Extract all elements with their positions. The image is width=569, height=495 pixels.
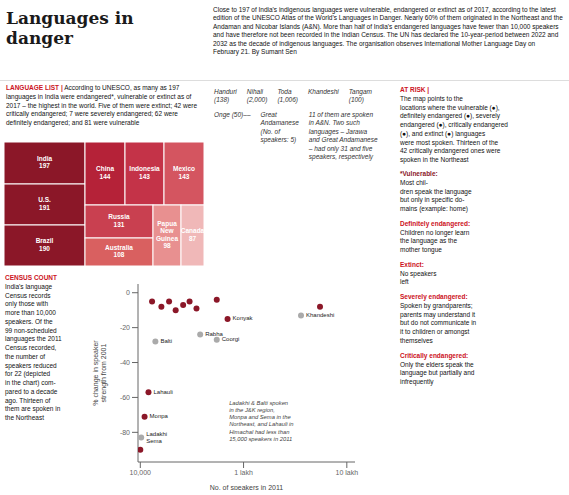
svg-text:Canada87: Canada87: [181, 227, 204, 242]
html-text:Khandeshi: Khandeshi: [308, 88, 339, 95]
svg-text:PapuaNewGuinea98: PapuaNewGuinea98: [156, 220, 178, 250]
html-text:Languages in danger: Languages in danger: [6, 8, 134, 49]
svg-text:Khandeshi: Khandeshi: [306, 312, 334, 318]
svg-text:% change in speakerstrength fr: % change in speakerstrength from 2001: [92, 340, 108, 406]
html-text:India's language Census record: India's language Census records only tho…: [5, 282, 62, 422]
svg-text:-60: -60: [120, 394, 130, 401]
svg-text:No. of speakers in 2011: No. of speakers in 2011: [210, 484, 284, 490]
svg-text:India197: India197: [37, 155, 53, 170]
svg-text:U.S.191: U.S.191: [38, 196, 51, 211]
html-text:No speakers left: No speakers left: [400, 269, 437, 286]
svg-text:-20: -20: [120, 324, 130, 331]
html-text:Close to 197 of India's indige: Close to 197 of India's indigenous langu…: [213, 6, 563, 56]
html-text:Spoken by grandparents; parent: Spoken by grandparents; parents may unde…: [400, 302, 477, 344]
svg-text:-40: -40: [120, 359, 130, 366]
html-text:Ladakhi & Balti spoken in the: Ladakhi & Balti spoken in the J&K region…: [229, 399, 294, 442]
html-text:Definitely endangered:: Definitely endangered:: [400, 219, 471, 227]
svg-text:Coorgi: Coorgi: [222, 336, 240, 342]
svg-text:Balti: Balti: [160, 338, 172, 344]
svg-text:0: 0: [126, 289, 130, 296]
html-text:CENSUS COUNT: CENSUS COUNT: [5, 274, 57, 281]
html-text:Toda (1,006): Toda (1,006): [277, 88, 298, 104]
svg-text:Brazil190: Brazil190: [36, 237, 54, 252]
svg-text:Konyak: Konyak: [233, 315, 254, 321]
html-text:11 of them are spoken in A&N.: 11 of them are spoken in A&N. Two such l…: [308, 110, 378, 161]
svg-text:LadakhiSema: LadakhiSema: [146, 431, 167, 444]
html-text:The map points to the location: The map points to the locations where th…: [400, 94, 508, 164]
html-text:AT RISK |: AT RISK |: [400, 86, 430, 93]
svg-text:10 lakh: 10 lakh: [336, 469, 359, 476]
svg-text:1 lakh: 1 lakh: [234, 469, 253, 476]
html-text:Onge (50)––: Onge (50)––: [214, 110, 251, 118]
html-text:LANGUAGE LIST | According to U: LANGUAGE LIST | According to UNESCO, as …: [6, 84, 198, 127]
html-text:Extinct:: Extinct:: [400, 260, 424, 268]
html-text:Tangam (100): Tangam (100): [348, 88, 372, 104]
html-text:Handuri (138): Handuri (138): [214, 88, 237, 104]
svg-text:10,000: 10,000: [130, 469, 152, 476]
html-text:Children no longer learn the l: Children no longer learn the language as…: [400, 228, 470, 254]
svg-text:Rabha: Rabha: [205, 331, 223, 337]
svg-text:China144: China144: [96, 165, 114, 180]
html-text:*Vulnerable:: *Vulnerable:: [400, 170, 438, 177]
html-text:Nihali (2,000): Nihali (2,000): [246, 88, 268, 104]
svg-text:Indonesia143: Indonesia143: [129, 165, 160, 180]
html-text:Great Andamanese (No. of speak: Great Andamanese (No. of speakers: 5): [260, 110, 299, 144]
svg-text:Mexico143: Mexico143: [173, 165, 195, 180]
svg-text:-80: -80: [120, 429, 130, 436]
html-text:Severely endangered:: Severely endangered:: [400, 293, 468, 301]
html-text:Critically endangered:: Critically endangered:: [400, 351, 469, 359]
svg-text:Lahauli: Lahauli: [153, 389, 172, 395]
html-text:Only the elders speak the lang: Only the elders speak the language but p…: [400, 360, 475, 386]
svg-text:Australia108: Australia108: [105, 244, 133, 259]
svg-text:Russia131: Russia131: [108, 213, 130, 228]
html-text:Most chil- dren speak the lang: Most chil- dren speak the language but o…: [400, 178, 472, 213]
svg-text:Monpa: Monpa: [150, 413, 169, 419]
